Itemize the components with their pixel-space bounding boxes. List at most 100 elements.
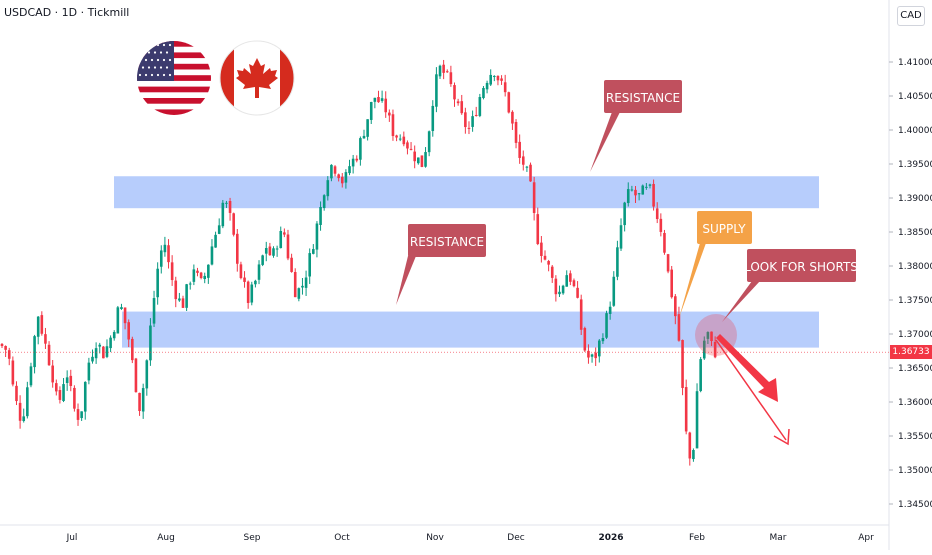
candle (94, 342, 98, 364)
candle (22, 408, 26, 423)
candle (641, 184, 645, 195)
candle (554, 275, 558, 302)
star-icon (138, 58, 142, 62)
candle (478, 93, 482, 118)
price-tick-label: 1.41000 (898, 58, 932, 68)
candle (340, 173, 344, 188)
candle (514, 119, 518, 149)
candle (648, 183, 652, 189)
candle (141, 383, 145, 419)
candle (565, 270, 569, 287)
candle (98, 342, 102, 354)
candle (112, 330, 116, 341)
candle (322, 194, 326, 211)
candle (449, 65, 453, 87)
candle (521, 150, 525, 171)
candle (7, 347, 11, 366)
candle (605, 310, 608, 339)
candle (529, 162, 532, 182)
candle (159, 245, 163, 274)
candle (579, 294, 583, 336)
candle (417, 157, 420, 165)
candle (344, 169, 348, 189)
candle (413, 145, 416, 169)
candle (149, 318, 152, 366)
star-icon (168, 43, 172, 47)
candle (659, 213, 663, 237)
currency-selector[interactable]: CAD (897, 6, 925, 26)
candle (312, 244, 315, 255)
candle (634, 186, 637, 204)
candle (445, 69, 449, 73)
star-icon (144, 43, 148, 47)
candle (178, 292, 181, 302)
look-for-shorts-label-text: LOOK FOR SHORTS (744, 260, 858, 274)
candle (127, 319, 130, 348)
candle (431, 100, 435, 137)
candle (482, 86, 485, 100)
candle (62, 378, 65, 403)
candle (623, 201, 626, 232)
candle (257, 260, 261, 285)
candle (424, 147, 427, 168)
candle (547, 259, 550, 272)
candle (377, 90, 380, 103)
price-tick-label: 1.40500 (898, 92, 932, 102)
star-icon (147, 51, 151, 54)
candle (232, 212, 235, 237)
candle (26, 381, 29, 419)
candle (348, 159, 351, 176)
candle (511, 110, 514, 130)
price-tick-label: 1.35500 (898, 432, 932, 442)
candle (44, 327, 47, 350)
star-icon (162, 43, 166, 47)
time-tick-label: Nov (426, 533, 444, 543)
candle (120, 303, 123, 310)
price-tick-label: 1.38500 (898, 228, 932, 238)
candle (398, 134, 402, 142)
candle (485, 80, 489, 94)
candle (395, 134, 398, 142)
candle (254, 279, 257, 288)
candle (293, 268, 297, 298)
candle (207, 264, 210, 284)
candle (351, 154, 355, 174)
candle (435, 67, 438, 113)
candle (308, 248, 311, 284)
candle (275, 245, 279, 257)
star-icon (156, 43, 160, 47)
candle (590, 353, 594, 363)
candle (380, 90, 384, 103)
star-icon (168, 73, 172, 77)
star-icon (147, 66, 151, 69)
candle (116, 305, 120, 334)
star-icon (150, 43, 154, 47)
candle (11, 356, 15, 387)
candle (608, 301, 612, 320)
zones (114, 176, 819, 348)
candle (684, 379, 688, 435)
candle (15, 381, 18, 406)
candle (268, 242, 272, 256)
time-tick-label: Mar (770, 533, 787, 543)
candle (83, 381, 87, 420)
candle (76, 403, 80, 426)
star-icon (168, 58, 172, 62)
candle (217, 218, 221, 235)
candle (156, 262, 159, 305)
candle (569, 270, 572, 286)
candle (250, 281, 254, 306)
star-icon (153, 51, 157, 54)
candle (453, 82, 456, 107)
candle (536, 207, 540, 246)
resistance-label-top: RESISTANCE (590, 80, 682, 172)
candle (543, 250, 547, 261)
candle (518, 134, 521, 164)
price-tick-label: 1.36500 (898, 364, 932, 374)
time-tick-label: Dec (507, 533, 524, 543)
star-icon (156, 58, 160, 62)
supply-label: SUPPLY (679, 211, 752, 318)
candle (210, 239, 214, 266)
